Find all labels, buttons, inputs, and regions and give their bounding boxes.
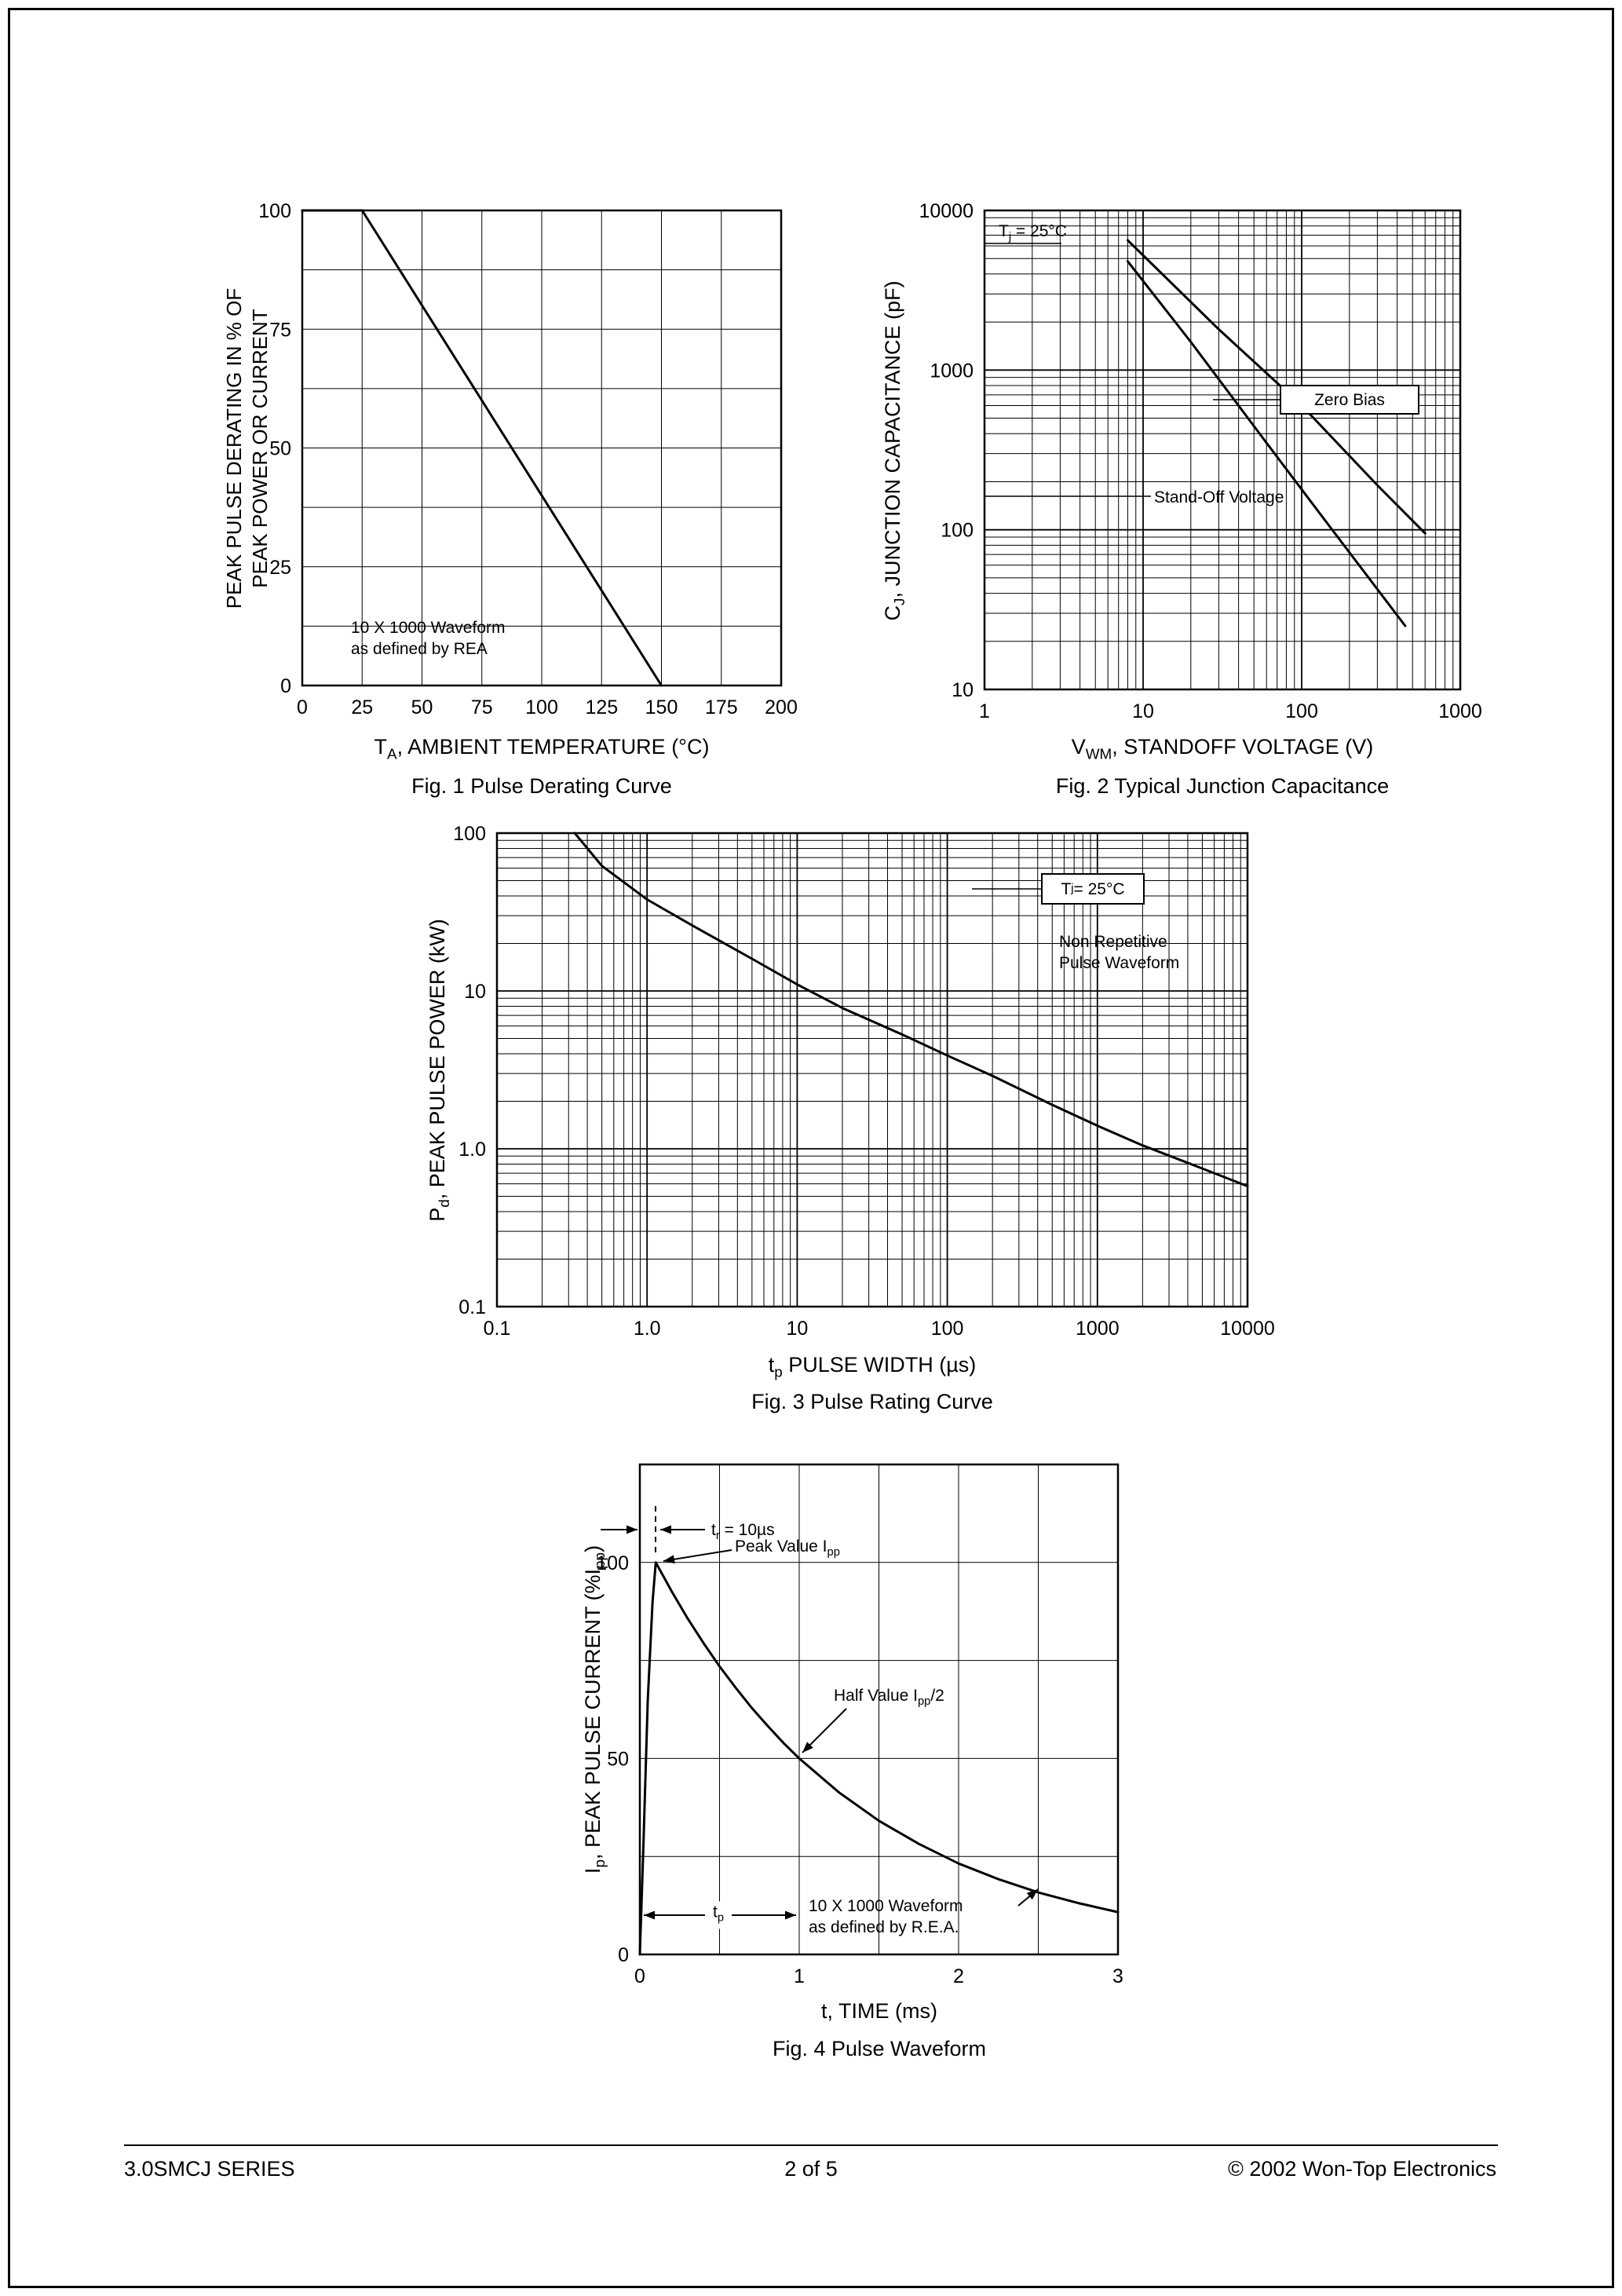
- tick-label: 125: [585, 696, 618, 718]
- tick-label: 0: [280, 675, 291, 697]
- fig3-non-repetitive-line2: Pulse Waveform: [1059, 954, 1180, 972]
- fig1-annotation-line1: 10 X 1000 Waveform: [351, 619, 506, 637]
- tick-label: 0: [618, 1944, 629, 1966]
- tick-label: 0: [297, 696, 308, 718]
- footer-copyright: © 2002 Won-Top Electronics: [1227, 2157, 1496, 2181]
- tick-label: 10: [1132, 700, 1154, 722]
- fig4-y-axis-label: Ip, PEAK PULSE CURRENT (%Ipp): [580, 1545, 609, 1874]
- tick-label: 10: [786, 1318, 808, 1340]
- series-pulse-waveform: [638, 1561, 1120, 1956]
- fig4-peak-value-annotation: Peak Value Ipp: [735, 1537, 840, 1559]
- fig4-pulse-width-annotation: tp: [704, 1901, 732, 1929]
- fig4-waveform-annotation-line1: 10 X 1000 Waveform: [809, 1897, 963, 1915]
- tick-label: 100: [258, 200, 291, 222]
- page-border: [8, 8, 1614, 2288]
- fig3-caption: Fig. 3 Pulse Rating Curve: [751, 1390, 993, 1413]
- tick-label: 100: [453, 823, 486, 845]
- fig4-half-value-annotation: Half Value Ipp/2: [834, 1687, 944, 1709]
- fig4-caption: Fig. 4 Pulse Waveform: [772, 2037, 987, 2060]
- tick-label: 1000: [1076, 1318, 1120, 1340]
- fig4-rise-time-annotation: tr = 10µs: [711, 1521, 775, 1543]
- fig2-y-axis-label: CJ, JUNCTION CAPACITANCE (pF): [880, 280, 909, 621]
- fig1-annotation-line2: as defined by REA: [351, 640, 488, 658]
- series-pulse-rating-curve: [573, 832, 1249, 1188]
- fig4-x-axis-label: t, TIME (ms): [821, 1999, 937, 2023]
- tick-label: 10000: [919, 200, 974, 222]
- fig2-standoff-voltage-label: Stand-Off Voltage: [1154, 488, 1284, 506]
- tick-label: 100: [1285, 700, 1318, 722]
- tick-label: 100: [525, 696, 558, 718]
- tick-label: 150: [645, 696, 678, 718]
- tick-label: 75: [269, 319, 291, 341]
- tick-label: 50: [607, 1748, 629, 1770]
- fig2-temperature-annotation: Tj = 25°C: [999, 222, 1067, 244]
- tick-label: 50: [269, 438, 291, 460]
- fig1-caption: Fig. 1 Pulse Derating Curve: [411, 774, 672, 798]
- fig1-x-axis-label: TA, AMBIENT TEMPERATURE (°C): [374, 735, 710, 763]
- tick-label: 1000: [1438, 700, 1482, 722]
- fig4-waveform-annotation: 10 X 1000 Waveform as defined by R.E.A.: [809, 1896, 963, 1938]
- series-stand-off-voltage: [1126, 260, 1407, 627]
- fig3-non-repetitive-annotation: Non Repetitive Pulse Waveform: [1059, 931, 1179, 974]
- fig4-waveform-annotation-line2: as defined by R.E.A.: [809, 1918, 959, 1936]
- footer-page-number: 2 of 5: [784, 2157, 838, 2181]
- tick-label: 10000: [1220, 1318, 1275, 1340]
- series-derating-curve: [301, 209, 663, 687]
- tick-label: 175: [705, 696, 738, 718]
- tick-label: 25: [269, 557, 291, 579]
- tick-label: 50: [411, 696, 433, 718]
- fig1-y-axis-label-line2: PEAK POWER OR CURRENT: [248, 309, 272, 588]
- tick-label: 100: [941, 520, 974, 542]
- fig1-y-axis-label-line1: PEAK PULSE DERATING IN % OF: [222, 287, 246, 609]
- tick-label: 2: [953, 1965, 964, 1987]
- footer-part-number: 3.0SMCJ SERIES: [124, 2157, 295, 2181]
- tick-label: 1000: [930, 360, 974, 382]
- fig1-waveform-annotation: 10 X 1000 Waveform as defined by REA: [351, 617, 506, 660]
- tick-label: 1.0: [634, 1318, 661, 1340]
- footer-rule: [124, 2144, 1498, 2146]
- tick-label: 3: [1112, 1965, 1123, 1987]
- fig3-non-repetitive-line1: Non Repetitive: [1059, 933, 1167, 951]
- tick-label: 10: [952, 679, 974, 701]
- tick-label: 1: [794, 1965, 805, 1987]
- fig2-caption: Fig. 2 Typical Junction Capacitance: [1055, 774, 1390, 798]
- tick-label: 75: [471, 696, 493, 718]
- fig1-y-axis-label: PEAK PULSE DERATING IN % OF PEAK POWER O…: [221, 288, 273, 609]
- tick-label: 0.1: [484, 1318, 511, 1340]
- tick-label: 0: [634, 1965, 645, 1987]
- tick-label: 100: [596, 1552, 629, 1574]
- tick-label: 25: [351, 696, 373, 718]
- tick-label: 100: [931, 1318, 964, 1340]
- tick-label: 10: [464, 981, 486, 1003]
- fig3-y-axis-label: Pd, PEAK PULSE POWER (kW): [425, 919, 454, 1222]
- fig2-x-axis-label: VWM, STANDOFF VOLTAGE (V): [1071, 735, 1374, 763]
- tick-label: 200: [765, 696, 798, 718]
- tick-label: 1.0: [458, 1139, 486, 1161]
- fig2-zero-bias-label: Zero Bias: [1280, 385, 1419, 415]
- tick-label: 1: [979, 700, 990, 722]
- tick-label: 0.1: [458, 1296, 486, 1318]
- fig3-x-axis-label: tp PULSE WIDTH (µs): [768, 1353, 977, 1381]
